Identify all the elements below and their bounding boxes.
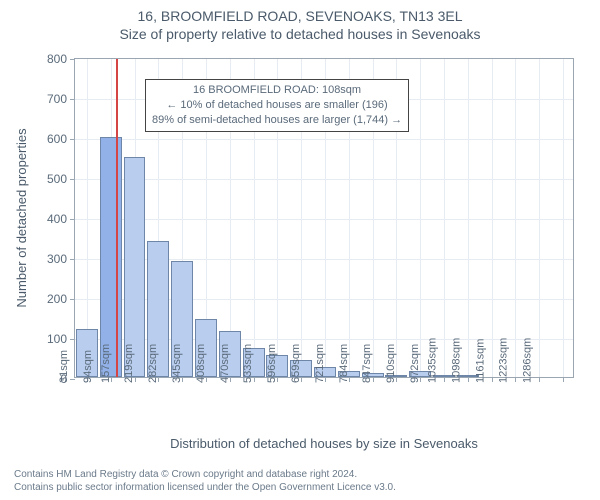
xtick-mark <box>492 377 493 382</box>
xtick-label: 470sqm <box>218 344 230 383</box>
ytick-mark <box>70 259 75 260</box>
annotation-line1: 16 BROOMFIELD ROAD: 108sqm <box>152 83 402 98</box>
ytick-label: 800 <box>27 52 67 66</box>
page-subtitle: Size of property relative to detached ho… <box>14 26 586 42</box>
xtick-label: 596sqm <box>266 344 278 383</box>
chart-container: 16, BROOMFIELD ROAD, SEVENOAKS, TN13 3EL… <box>0 0 600 500</box>
ytick-label: 200 <box>27 292 67 306</box>
annotation-line3: 89% of semi-detached houses are larger (… <box>152 113 402 128</box>
gridline-h <box>75 219 573 220</box>
xtick-label: 1161sqm <box>475 339 487 383</box>
ytick-label: 700 <box>27 92 67 106</box>
xtick-mark <box>563 377 564 382</box>
ytick-mark <box>70 179 75 180</box>
xtick-label: 408sqm <box>195 344 207 383</box>
gridline-v <box>539 59 540 377</box>
xtick-label: 784sqm <box>337 344 349 383</box>
ytick-mark <box>70 59 75 60</box>
xtick-mark <box>515 377 516 382</box>
gridline-v <box>563 59 564 377</box>
reference-line <box>116 59 118 377</box>
page-title-address: 16, BROOMFIELD ROAD, SEVENOAKS, TN13 3EL <box>14 8 586 24</box>
ytick-mark <box>70 219 75 220</box>
ytick-label: 100 <box>27 332 67 346</box>
ytick-label: 600 <box>27 132 67 146</box>
ytick-label: 300 <box>27 252 67 266</box>
footer: Contains HM Land Registry data © Crown c… <box>14 468 586 494</box>
xtick-label: 847sqm <box>361 344 373 383</box>
bar <box>100 137 122 377</box>
ytick-label: 400 <box>27 212 67 226</box>
xtick-label: 157sqm <box>99 344 111 383</box>
gridline-v <box>468 59 469 377</box>
xtick-label: 659sqm <box>290 344 302 383</box>
xtick-mark <box>468 377 469 382</box>
gridline-h <box>75 139 573 140</box>
annotation-line2: ← 10% of detached houses are smaller (19… <box>152 98 402 113</box>
x-axis-label: Distribution of detached houses by size … <box>74 436 574 451</box>
xtick-label: 972sqm <box>409 344 421 383</box>
xtick-label: 910sqm <box>385 344 397 383</box>
xtick-label: 282sqm <box>147 344 159 383</box>
xtick-label: 1035sqm <box>427 338 439 383</box>
ytick-mark <box>70 379 75 380</box>
xtick-label: 94sqm <box>82 350 94 383</box>
xtick-mark <box>444 377 445 382</box>
gridline-v <box>444 59 445 377</box>
plot-region: 010020030040050060070080031sqm94sqm157sq… <box>74 58 574 378</box>
ytick-mark <box>70 339 75 340</box>
gridline-h <box>75 179 573 180</box>
ytick-mark <box>70 99 75 100</box>
xtick-label: 31sqm <box>58 350 70 383</box>
chart-area: Number of detached properties 0100200300… <box>14 48 586 448</box>
ytick-mark <box>70 139 75 140</box>
ytick-mark <box>70 299 75 300</box>
xtick-label: 1286sqm <box>522 338 534 383</box>
gridline-v <box>515 59 516 377</box>
xtick-label: 345sqm <box>171 344 183 383</box>
gridline-v <box>492 59 493 377</box>
gridline-v <box>420 59 421 377</box>
xtick-mark <box>539 377 540 382</box>
xtick-label: 219sqm <box>123 344 135 383</box>
xtick-label: 1223sqm <box>498 338 510 383</box>
xtick-label: 533sqm <box>242 344 254 383</box>
ytick-label: 500 <box>27 172 67 186</box>
footer-line2: Contains public sector information licen… <box>14 481 586 494</box>
xtick-label: 1098sqm <box>450 338 462 383</box>
annotation-box: 16 BROOMFIELD ROAD: 108sqm ← 10% of deta… <box>145 79 409 132</box>
xtick-label: 721sqm <box>314 344 326 383</box>
footer-line1: Contains HM Land Registry data © Crown c… <box>14 468 586 481</box>
